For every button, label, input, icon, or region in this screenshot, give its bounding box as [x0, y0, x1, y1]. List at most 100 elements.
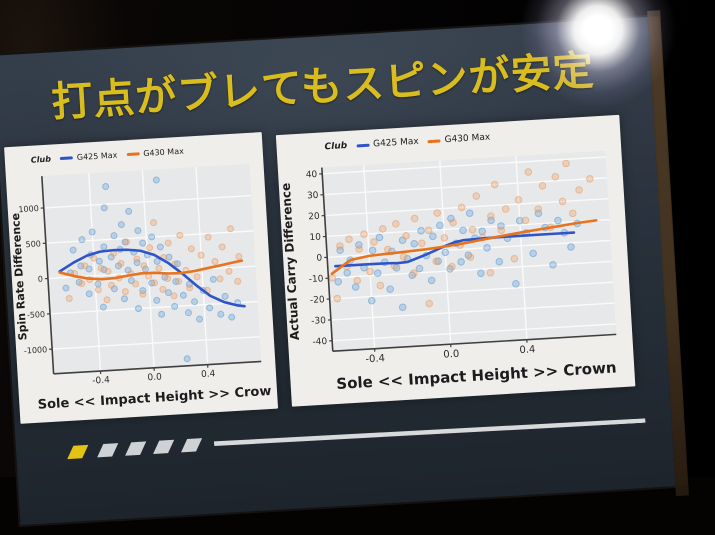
data-point: [554, 217, 561, 224]
data-point: [479, 228, 486, 235]
x-tick-label: -0.4: [92, 375, 110, 386]
data-point: [66, 295, 72, 301]
data-point: [502, 205, 509, 212]
data-point: [387, 286, 394, 293]
data-point: [157, 244, 163, 250]
data-point: [441, 234, 448, 241]
data-point: [156, 265, 162, 271]
y-tick-label: 500: [25, 239, 41, 249]
data-point: [418, 240, 425, 247]
data-point: [104, 297, 110, 303]
deco-yellow-chip: [67, 445, 88, 459]
data-point: [146, 245, 152, 251]
data-point: [411, 240, 418, 247]
data-point: [123, 239, 129, 245]
data-point: [135, 227, 141, 233]
data-point: [352, 284, 359, 291]
data-point: [198, 252, 204, 258]
data-point: [226, 268, 232, 274]
y-tick-label: -10: [308, 274, 324, 285]
data-point: [160, 286, 166, 292]
data-point: [569, 210, 576, 217]
data-point: [356, 246, 363, 253]
x-tick-label: 0.4: [201, 369, 216, 380]
x-tick-label: 0.0: [443, 349, 460, 361]
x-tick-label: -0.4: [365, 353, 385, 365]
data-point: [469, 226, 476, 233]
data-point: [186, 285, 192, 291]
data-point: [150, 219, 156, 225]
data-point: [164, 275, 170, 281]
legend-swatch: [356, 143, 369, 147]
data-point: [491, 181, 498, 188]
deco-gray-chip: [153, 440, 174, 454]
data-point: [374, 270, 381, 277]
data-point: [141, 263, 147, 269]
x-axis-label: Sole << Impact Height >> Crown: [37, 383, 272, 412]
data-point: [368, 297, 375, 304]
data-point: [429, 233, 436, 240]
data-point: [477, 270, 484, 277]
y-tick-label: 20: [308, 212, 320, 223]
data-point: [522, 217, 529, 224]
data-point: [63, 285, 69, 291]
data-point: [229, 314, 235, 320]
data-point: [436, 222, 443, 229]
data-point: [188, 246, 194, 252]
y-tick-label: -30: [311, 316, 327, 327]
data-point: [458, 258, 465, 265]
data-point: [450, 219, 457, 226]
data-point: [134, 256, 140, 262]
data-point: [552, 173, 559, 180]
data-point: [70, 247, 76, 253]
data-point: [196, 316, 202, 322]
data-point: [148, 234, 154, 240]
data-point: [384, 246, 391, 253]
y-tick-label: -1000: [24, 345, 48, 355]
deco-gray-chip: [181, 438, 202, 452]
data-point: [102, 183, 108, 189]
data-point: [151, 280, 157, 286]
data-point: [411, 270, 418, 277]
y-tick-label: 40: [306, 170, 318, 181]
data-point: [448, 263, 455, 270]
data-point: [79, 280, 85, 286]
data-point: [549, 261, 556, 268]
data-point: [344, 269, 351, 276]
data-point: [336, 243, 343, 250]
data-point: [360, 231, 367, 238]
data-point: [185, 309, 191, 315]
data-point: [89, 229, 95, 235]
data-point: [217, 276, 223, 282]
data-point: [184, 356, 190, 362]
data-point: [498, 227, 505, 234]
y-tick-label: 0: [316, 253, 323, 263]
y-axis-label: Spin Rate Difference: [9, 213, 30, 341]
data-point: [205, 234, 211, 240]
y-tick-label: 0: [38, 275, 44, 284]
data-point: [100, 304, 106, 310]
data-point: [82, 263, 88, 269]
data-point: [171, 303, 177, 309]
data-point: [140, 291, 146, 297]
data-point: [563, 160, 570, 167]
data-point: [118, 260, 124, 266]
data-point: [442, 249, 449, 256]
data-point: [411, 215, 418, 222]
data-point: [460, 227, 467, 234]
data-point: [466, 210, 473, 217]
data-point: [511, 255, 518, 262]
data-point: [433, 258, 440, 265]
y-tick-label: 30: [307, 191, 319, 202]
data-point: [180, 292, 186, 298]
slide-title: 打点がブレてもスピンが安定: [49, 34, 632, 128]
data-point: [399, 304, 406, 311]
data-point: [86, 291, 92, 297]
data-point: [218, 311, 224, 317]
x-tick-label: 0.0: [147, 372, 162, 383]
y-tick-label: 10: [309, 233, 321, 244]
y-tick-label: -40: [312, 337, 328, 348]
